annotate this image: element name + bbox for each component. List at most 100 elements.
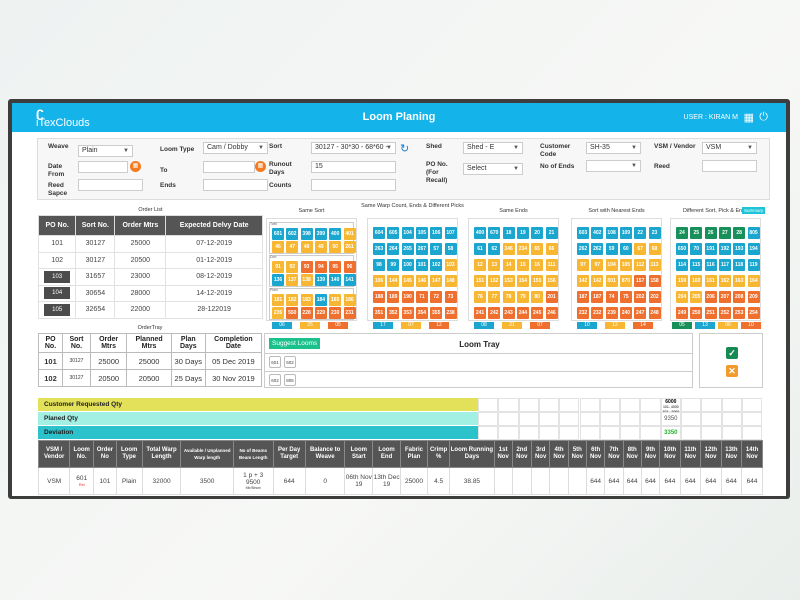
loom-cell[interactable]: 263 — [373, 243, 385, 255]
loom-cell[interactable]: 346 — [502, 243, 515, 255]
loom-cell[interactable]: 252 — [718, 307, 731, 319]
loom-cell[interactable]: 650 — [676, 243, 688, 255]
loom-cell[interactable]: 243 — [502, 307, 515, 319]
customer_code-dropdown[interactable]: SH-35 ▼ — [586, 142, 641, 154]
loom-cell[interactable]: 20 — [531, 227, 544, 239]
table-row[interactable]: 102 30127 20500 20500 25 Days 30 Nov 2019 — [37, 369, 263, 387]
loom-cell[interactable]: 68 — [648, 243, 661, 255]
loom-cell[interactable]: 115 — [690, 259, 703, 271]
loom-cell[interactable]: 13 — [488, 259, 501, 271]
loom-cell[interactable]: 190 — [401, 291, 414, 303]
loom-cell[interactable]: 232 — [577, 307, 589, 319]
loom-cell[interactable]: 231 — [343, 307, 356, 319]
loom-cell[interactable]: 157 — [634, 275, 647, 287]
loom-cell[interactable]: 184 — [314, 294, 327, 306]
sort-dropdown[interactable]: 30127 - 30*30 - 68*60 - ▼ — [311, 142, 396, 154]
loom-cell[interactable]: 164 — [747, 275, 760, 287]
loom-cell[interactable]: 16 — [531, 259, 544, 271]
loom-cell[interactable]: 137 — [286, 274, 299, 286]
loom-cell[interactable]: 106 — [373, 275, 385, 287]
loom-cell[interactable]: 21 — [545, 227, 558, 239]
loom-cell[interactable]: 400 — [474, 227, 486, 239]
loom-cell[interactable]: 181 — [272, 294, 284, 306]
loom-cell[interactable]: 12 — [474, 259, 486, 271]
loom-cell[interactable]: 61 — [474, 243, 486, 255]
loom-cell[interactable]: 101 — [415, 259, 428, 271]
loom-cell[interactable]: 152 — [488, 275, 501, 287]
cancel-x-icon[interactable]: ✕ — [726, 365, 738, 377]
loom-cell[interactable]: 106 — [430, 227, 443, 239]
loom-cell[interactable]: 50 — [329, 241, 342, 253]
loom-cell[interactable]: 398 — [300, 228, 313, 240]
loom-cell[interactable]: 109 — [619, 227, 632, 239]
loom-cell[interactable]: 247 — [634, 307, 647, 319]
loom-cell[interactable]: 62 — [488, 243, 501, 255]
loom-cell[interactable]: 239 — [605, 307, 618, 319]
loom-cell[interactable]: 158 — [648, 275, 661, 287]
loom-cell[interactable]: 185 — [329, 294, 342, 306]
loom-cell[interactable]: 400 — [329, 228, 342, 240]
loom-cell[interactable]: 67 — [634, 243, 647, 255]
loom-cell[interactable]: 15 — [516, 259, 529, 271]
table-row[interactable]: 101 30127 25000 07-12-2019 — [37, 235, 263, 253]
loom-cell[interactable]: 230 — [329, 307, 342, 319]
loom-cell[interactable]: 76 — [474, 291, 486, 303]
loom-cell[interactable]: 355 — [430, 307, 443, 319]
loom-cell[interactable]: 49 — [314, 241, 327, 253]
loom-cell[interactable]: 147 — [430, 275, 443, 287]
grid-icon[interactable]: ▦ — [743, 112, 754, 124]
loom-cell[interactable]: 207 — [718, 291, 731, 303]
loom-cell[interactable]: 118 — [733, 259, 746, 271]
reed_space-input[interactable] — [78, 179, 143, 191]
loom-cell[interactable]: 160 — [690, 275, 703, 287]
table-row[interactable]: 104 30654 28000 14-12-2019 — [37, 284, 263, 302]
loom-cell[interactable]: 240 — [619, 307, 632, 319]
loom-cell[interactable]: 249 — [676, 307, 688, 319]
loom-cell[interactable]: 801 — [605, 275, 618, 287]
loom-cell[interactable]: 550 — [286, 307, 299, 319]
loom-cell[interactable]: 111 — [545, 259, 558, 271]
loom-cell[interactable]: 261 — [343, 241, 356, 253]
loom-cell[interactable]: 104 — [401, 227, 414, 239]
loom-cell[interactable]: 140 — [329, 274, 342, 286]
loom-cell[interactable]: 94 — [314, 261, 327, 273]
loom-cell[interactable]: 253 — [733, 307, 746, 319]
loom-cell[interactable]: 108 — [605, 227, 618, 239]
loom-cell[interactable]: 191 — [704, 243, 717, 255]
loom-cell[interactable]: 238 — [444, 307, 457, 319]
loom-cell[interactable]: 142 — [591, 275, 604, 287]
no_of_ends-dropdown[interactable]: ▼ — [586, 160, 641, 172]
loom-cell[interactable]: 99 — [387, 259, 400, 271]
loom-cell[interactable]: 104 — [605, 259, 618, 271]
loom-cell[interactable]: 114 — [676, 259, 688, 271]
po-dropdown[interactable]: Select ▼ — [463, 163, 523, 175]
loom-cell[interactable]: 399 — [314, 228, 327, 240]
loom-cell[interactable]: 107 — [444, 227, 457, 239]
loom-cell[interactable]: 226 — [272, 307, 284, 319]
loom-cell[interactable]: 202 — [648, 291, 661, 303]
loom-cell[interactable]: 601 — [272, 228, 284, 240]
table-row[interactable]: 101 30127 25000 25000 30 Days 05 Dec 2019 — [37, 352, 263, 370]
loom-cell[interactable]: 142 — [577, 275, 589, 287]
loom-cell[interactable]: 248 — [648, 307, 661, 319]
loom-cell[interactable]: 163 — [733, 275, 746, 287]
loom-cell[interactable]: 74 — [605, 291, 618, 303]
loom-cell[interactable]: 206 — [704, 291, 717, 303]
loom-cell[interactable]: 48 — [300, 241, 313, 253]
loom-cell[interactable]: 103 — [444, 259, 457, 271]
po-button[interactable]: 104 — [44, 287, 71, 300]
loom-cell[interactable]: 208 — [733, 291, 746, 303]
loom-cell[interactable]: 353 — [401, 307, 414, 319]
loom-cell[interactable]: 112 — [634, 259, 647, 271]
loom-chip[interactable]: 602 — [284, 356, 296, 368]
weave-dropdown[interactable]: Plain ▼ — [78, 145, 133, 157]
loom-cell[interactable]: 155 — [531, 275, 544, 287]
confirm-check-icon[interactable]: ✓ — [726, 347, 738, 359]
loom-cell[interactable]: 65 — [531, 243, 544, 255]
loom-cell[interactable]: 183 — [300, 294, 313, 306]
loom-cell[interactable]: 144 — [387, 275, 400, 287]
vsm-dropdown[interactable]: VSM ▼ — [702, 142, 757, 154]
loom-cell[interactable]: 59 — [605, 243, 618, 255]
loom-cell[interactable]: 187 — [591, 291, 604, 303]
loom-cell[interactable]: 97 — [591, 259, 604, 271]
